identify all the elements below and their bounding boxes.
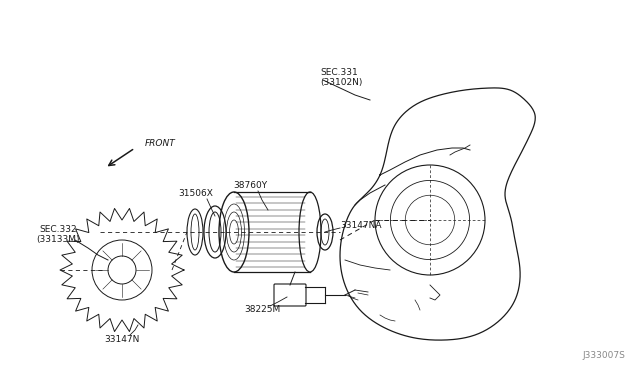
Text: 33147N: 33147N (104, 335, 140, 344)
Text: J333007S: J333007S (582, 351, 625, 360)
Text: FRONT: FRONT (145, 138, 176, 148)
Text: SEC.331
(33102N): SEC.331 (33102N) (320, 68, 362, 87)
Text: 31506X: 31506X (179, 189, 213, 198)
Text: 38760Y: 38760Y (233, 181, 267, 190)
Text: SEC.332
(33133M): SEC.332 (33133M) (36, 225, 80, 244)
Text: 33147NA: 33147NA (340, 221, 381, 230)
Text: 38225M: 38225M (244, 305, 280, 314)
